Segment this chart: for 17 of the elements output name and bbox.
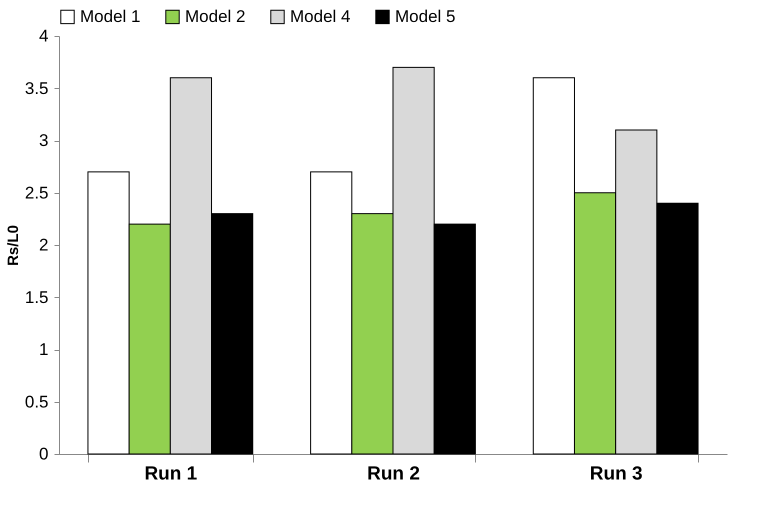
y-tick-label: 3.5	[24, 78, 48, 98]
x-tick-label: Run 1	[144, 464, 198, 484]
x-tick-label: Run 2	[367, 464, 420, 484]
y-tick-label: 4	[39, 26, 48, 46]
y-axis-title: Rs/L0	[4, 225, 22, 266]
y-tick-label: 0	[39, 444, 48, 464]
legend-label: Model 1	[80, 6, 140, 26]
y-tick-label: 2	[39, 236, 48, 254]
y-tick-label: 3	[39, 131, 48, 150]
y-tick-label: 0.5	[24, 392, 48, 412]
legend-label: Model 2	[185, 6, 246, 26]
y-tick-label: 1	[39, 340, 48, 359]
y-tick-label: 2.5	[24, 183, 48, 202]
legend-label: Model 5	[395, 6, 456, 26]
legend-label: Model 4	[290, 6, 350, 26]
y-tick-label: 1.5	[24, 288, 48, 307]
x-tick-label: Run 3	[590, 464, 643, 484]
